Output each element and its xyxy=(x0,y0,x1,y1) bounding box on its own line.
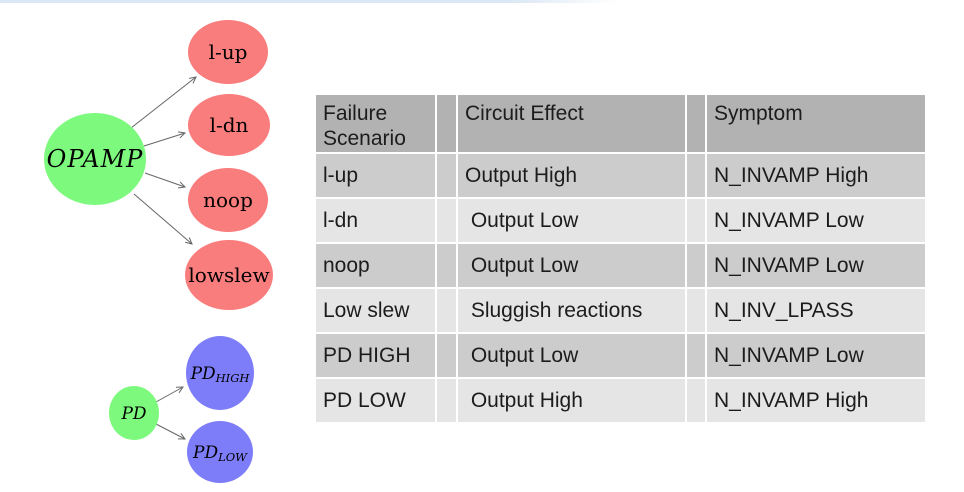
table-cell-spacer xyxy=(437,154,456,197)
table-cell-scenario: l-dn xyxy=(316,199,435,242)
table-cell-spacer xyxy=(437,244,456,287)
failure-table: Failure Scenario Circuit Effect Symptom … xyxy=(316,95,927,422)
col-header-failure-scenario: Failure Scenario xyxy=(316,95,435,152)
top-edge-line xyxy=(0,0,620,3)
node-noop-label: noop xyxy=(203,188,253,212)
table-cell-scenario: Low slew xyxy=(316,289,435,332)
table-cell-effect: Output High xyxy=(458,379,685,422)
edge-opamp-ldn xyxy=(143,131,187,147)
node-lowslew: lowslew xyxy=(185,240,273,310)
table-cell-spacer xyxy=(687,334,705,377)
table-cell-symptom: N_INVAMP High xyxy=(707,154,925,197)
table-cell-effect: Output High xyxy=(458,154,685,197)
node-pdhigh-label: PDHIGH xyxy=(190,364,251,385)
table-cell-scenario: PD LOW xyxy=(316,379,435,422)
node-ldn-label: l-dn xyxy=(210,113,249,137)
table-cell-spacer xyxy=(687,289,705,332)
table-cell-symptom: N_INVAMP High xyxy=(707,379,925,422)
col-header-circuit-effect: Circuit Effect xyxy=(458,95,685,152)
node-pdlow-label: PDLOW xyxy=(192,443,248,464)
table-cell-spacer xyxy=(437,379,456,422)
table-cell-scenario: PD HIGH xyxy=(316,334,435,377)
edge-pd-pdhigh xyxy=(155,386,184,403)
table-cell-spacer xyxy=(687,244,705,287)
table-cell-scenario: noop xyxy=(316,244,435,287)
table-cell-spacer xyxy=(687,154,705,197)
table-cell-effect: Output Low xyxy=(458,199,685,242)
table-cell-spacer xyxy=(687,379,705,422)
table-cell-symptom: N_INVAMP Low xyxy=(707,199,925,242)
node-lowslew-label: lowslew xyxy=(188,263,269,287)
col-header-symptom: Symptom xyxy=(707,95,925,152)
node-noop: noop xyxy=(188,168,268,232)
table-cell-spacer xyxy=(437,199,456,242)
edge-opamp-noop xyxy=(144,172,187,189)
node-pd-label: PD xyxy=(120,404,146,424)
table-cell-symptom: N_INVAMP Low xyxy=(707,244,925,287)
fault-tree-diagram: OPAMP l-up l-dn noop lowslew PD PDHIGH xyxy=(44,20,273,483)
table-cell-spacer xyxy=(687,199,705,242)
edge-pd-pdlow xyxy=(155,423,186,440)
table-cell-symptom: N_INVAMP Low xyxy=(707,334,925,377)
node-pdhigh: PDHIGH xyxy=(186,336,254,410)
table-cell-spacer xyxy=(437,334,456,377)
col-header-spacer-2 xyxy=(687,95,705,152)
edge-opamp-lup xyxy=(130,76,197,129)
node-ldn: l-dn xyxy=(188,94,270,156)
table-cell-effect: Sluggish reactions xyxy=(458,289,685,332)
table-cell-effect: Output Low xyxy=(458,244,685,287)
table-cell-symptom: N_INV_LPASS xyxy=(707,289,925,332)
node-opamp-label: OPAMP xyxy=(47,145,144,173)
node-pd: PD xyxy=(109,386,159,440)
node-lup: l-up xyxy=(188,20,268,84)
node-opamp: OPAMP xyxy=(44,113,146,205)
table-cell-scenario: l-up xyxy=(316,154,435,197)
node-pdlow: PDLOW xyxy=(187,421,253,483)
edge-opamp-lowslew xyxy=(133,193,193,245)
table-cell-effect: Output Low xyxy=(458,334,685,377)
col-header-spacer-1 xyxy=(437,95,456,152)
table-cell-spacer xyxy=(437,289,456,332)
node-lup-label: l-up xyxy=(209,40,248,64)
